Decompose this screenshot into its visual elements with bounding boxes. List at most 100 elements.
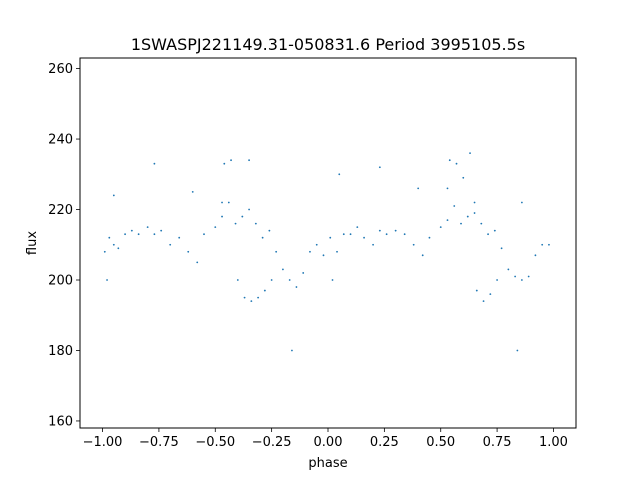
data-point [428,236,431,239]
x-tick-label: −0.25 [252,435,292,450]
x-tick-label: 0.75 [483,435,512,450]
data-point [439,226,442,229]
data-point [221,215,223,218]
data-point [460,222,462,225]
data-point [108,236,111,239]
data-point [146,226,149,229]
data-point [117,247,120,250]
data-point [103,250,106,253]
data-point [385,233,388,236]
data-points [103,152,550,352]
data-point [412,243,415,246]
data-point [243,296,246,299]
data-point [270,279,273,281]
y-axis: 160 180 200 220 240 260 [48,62,80,429]
data-point [534,254,537,257]
data-point [469,152,471,155]
data-point [282,268,284,271]
data-point [462,176,465,179]
data-point [453,205,456,207]
data-point [475,289,478,292]
data-point [187,250,190,253]
data-point [178,236,181,239]
data-point [191,191,194,193]
data-point [153,162,156,165]
data-point [261,236,264,239]
x-tick-label: 0.25 [370,435,399,450]
data-point [329,236,332,239]
x-tick-label: −1.00 [83,435,123,450]
data-point [520,279,523,281]
data-point [106,279,108,281]
data-point [527,275,530,278]
data-point [248,208,250,211]
x-tick-label: 0.50 [426,435,455,450]
data-point [236,279,239,281]
data-point [160,229,163,232]
data-point [234,222,237,225]
data-point [403,233,406,236]
y-tick-label: 160 [48,414,73,429]
data-point [248,159,250,162]
data-point [169,243,172,246]
data-point [130,229,133,232]
data-point [227,201,230,204]
data-point [548,243,550,246]
data-point [124,233,126,236]
y-tick-label: 220 [48,203,73,218]
x-tick-label: 0.00 [314,435,343,450]
data-point [336,250,338,253]
data-point [473,212,476,214]
data-point [455,162,458,165]
data-point [421,254,424,257]
chart-title: 1SWASPJ221149.31-050831.6 Period 3995105… [131,35,525,54]
data-point [295,286,298,288]
data-point [331,279,334,281]
data-point [342,233,345,236]
data-point [514,275,517,278]
data-point [338,173,341,176]
data-point [378,229,381,232]
data-point [473,201,476,204]
data-point [137,233,140,236]
data-point [541,243,544,246]
data-point [466,215,469,218]
data-point [275,250,278,253]
data-point [153,233,156,236]
data-point [288,279,291,281]
data-point [230,159,232,162]
data-point [196,261,199,264]
y-tick-label: 200 [48,274,73,289]
data-point [500,247,503,250]
data-point [254,222,257,225]
x-axis: −1.00 −0.75 −0.50 −0.25 0.00 0.25 0.50 0.75 1.00 [83,428,568,450]
data-point [250,300,253,303]
data-point [489,293,492,295]
data-point [223,162,226,165]
data-point [263,289,266,292]
data-point [302,272,305,274]
data-point [516,349,519,352]
x-tick-label: −0.50 [195,435,235,450]
data-point [448,159,451,162]
data-point [322,254,325,257]
data-point [363,236,365,239]
x-tick-label: 1.00 [539,435,568,450]
y-tick-label: 240 [48,133,73,148]
data-point [221,201,223,204]
data-point [372,243,374,246]
data-point [203,233,205,236]
data-point [112,194,115,197]
data-point [241,215,244,218]
data-point [417,187,420,190]
x-tick-label: −0.75 [139,435,179,450]
data-point [520,201,523,204]
data-point [309,250,311,253]
data-point [257,296,260,299]
data-point [493,229,496,232]
data-point [446,187,449,190]
data-point [446,219,449,222]
data-point [291,349,293,352]
